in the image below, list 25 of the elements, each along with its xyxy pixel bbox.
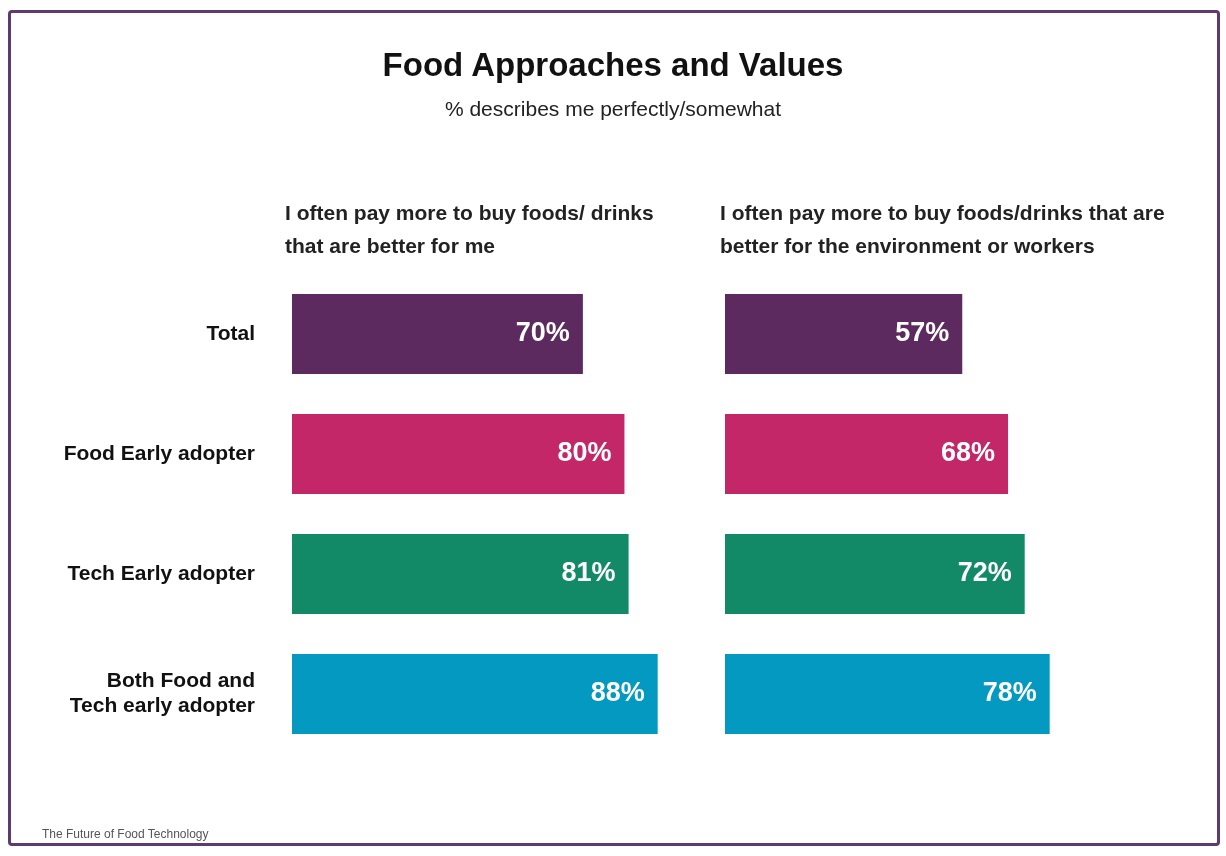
bar: [292, 534, 629, 614]
data-label: 57%: [895, 317, 950, 348]
y-tick-label: Tech Early adopter: [67, 560, 255, 584]
data-label: 68%: [941, 437, 996, 468]
data-label: 72%: [957, 557, 1012, 588]
x2-axis-title: I often pay more to buy foods/drinks that are better for the environment or workers: [720, 200, 1166, 259]
chart-title: Food Approaches and Values: [381, 46, 845, 84]
data-label: 88%: [590, 677, 645, 708]
bar: [292, 294, 583, 374]
bar: [725, 414, 1009, 494]
bar: [292, 654, 658, 734]
bar: [725, 654, 1050, 734]
y-tick-label: Total: [206, 320, 255, 344]
data-label: 78%: [982, 677, 1037, 708]
bar: [725, 294, 963, 374]
y-tick-label: Food Early adopter: [63, 440, 255, 464]
bar: [725, 534, 1025, 614]
bar: [292, 414, 625, 494]
data-label: 80%: [557, 437, 612, 468]
chart-subtitle: % describes me perfectly/somewhat: [443, 97, 783, 121]
x2-axis-title: I often pay more to buy foods/ drinks that are better for me: [285, 200, 655, 259]
y-tick-label: Both Food and Tech early adopter: [69, 668, 255, 717]
data-label: 81%: [561, 557, 616, 588]
data-label: 70%: [515, 317, 570, 348]
text: The Future of Food Technology: [42, 827, 209, 841]
